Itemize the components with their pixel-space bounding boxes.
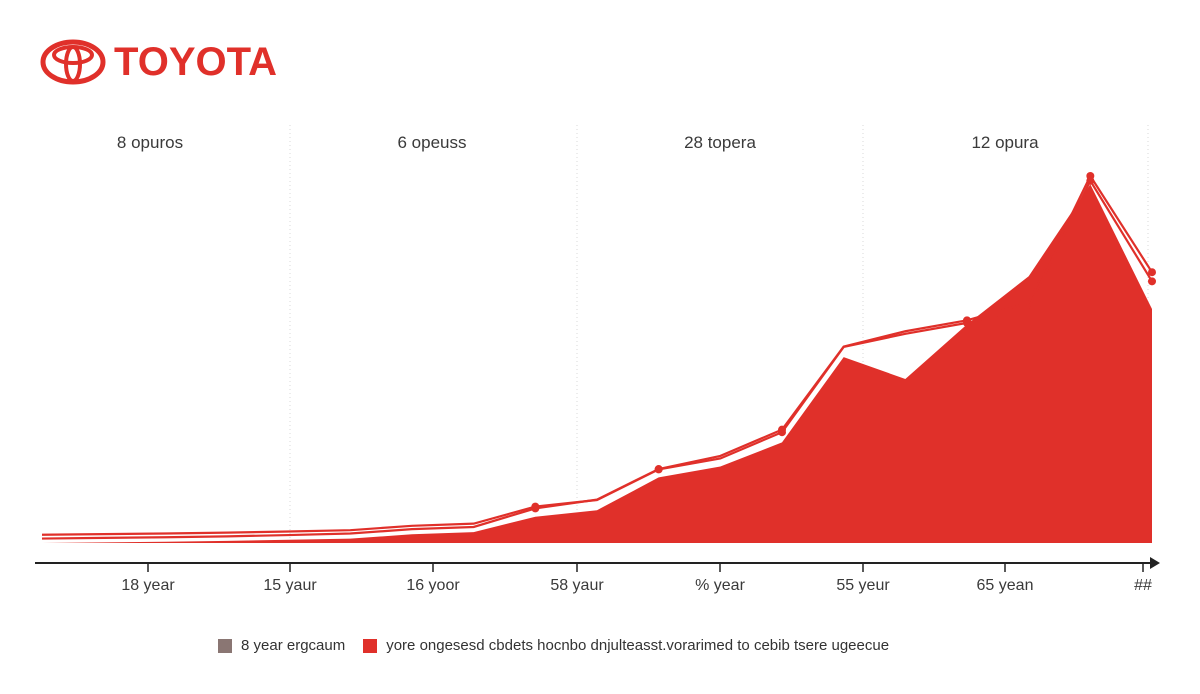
period-label: 8 opuros [117, 133, 183, 152]
x-tick-label: 65 yean [977, 577, 1034, 594]
series-point [963, 318, 971, 327]
x-axis-arrow [1150, 557, 1160, 569]
brand-name: TOYOTA [114, 40, 277, 84]
series-point [1148, 277, 1156, 286]
brand: TOYOTA [40, 38, 277, 86]
series-point [531, 502, 540, 511]
period-label: 12 opura [971, 133, 1039, 152]
series-point [654, 465, 663, 474]
x-tick-label: 15 yaur [263, 577, 317, 594]
legend-item-2: yore ongesesd cbdets hocnbo dnjulteasst.… [363, 637, 889, 654]
legend-label-2: yore ongesesd cbdets hocnbo dnjulteasst.… [386, 637, 890, 654]
x-tick-label: % year [695, 577, 745, 594]
series-markers [531, 172, 1156, 513]
series-area [42, 184, 1152, 544]
legend-swatch-2 [363, 638, 378, 653]
x-tick-label: 18 year [121, 577, 175, 594]
series-area-fill [42, 184, 1152, 544]
x-tick-label: 58 yaur [550, 577, 604, 594]
x-ticks: 18 year 15 yaur 16 yoor 58 yaur % year 55 yeu… [121, 563, 1152, 594]
legend-item-1: 8 year ergcaum [218, 637, 345, 654]
series-point [1086, 176, 1095, 185]
legend-swatch-1 [218, 638, 232, 653]
x-tick-label: 16 yoor [406, 577, 460, 594]
series-point [778, 428, 786, 437]
period-label: 28 topera [684, 133, 756, 152]
x-axis [35, 557, 1160, 569]
period-label: 6 opeuss [398, 133, 467, 152]
legend-label-1: 8 year ergcaum [241, 637, 346, 654]
x-tick-label: ## [1134, 577, 1152, 594]
toyota-emblem-icon [40, 39, 106, 85]
legend: 8 year ergcaum yore ongesesd cbdets hocn… [218, 637, 907, 654]
period-labels: 8 opuros 6 opeuss 28 topera 12 opura [117, 133, 1039, 152]
series-point [1148, 268, 1156, 277]
x-tick-label: 55 yeur [836, 577, 890, 594]
